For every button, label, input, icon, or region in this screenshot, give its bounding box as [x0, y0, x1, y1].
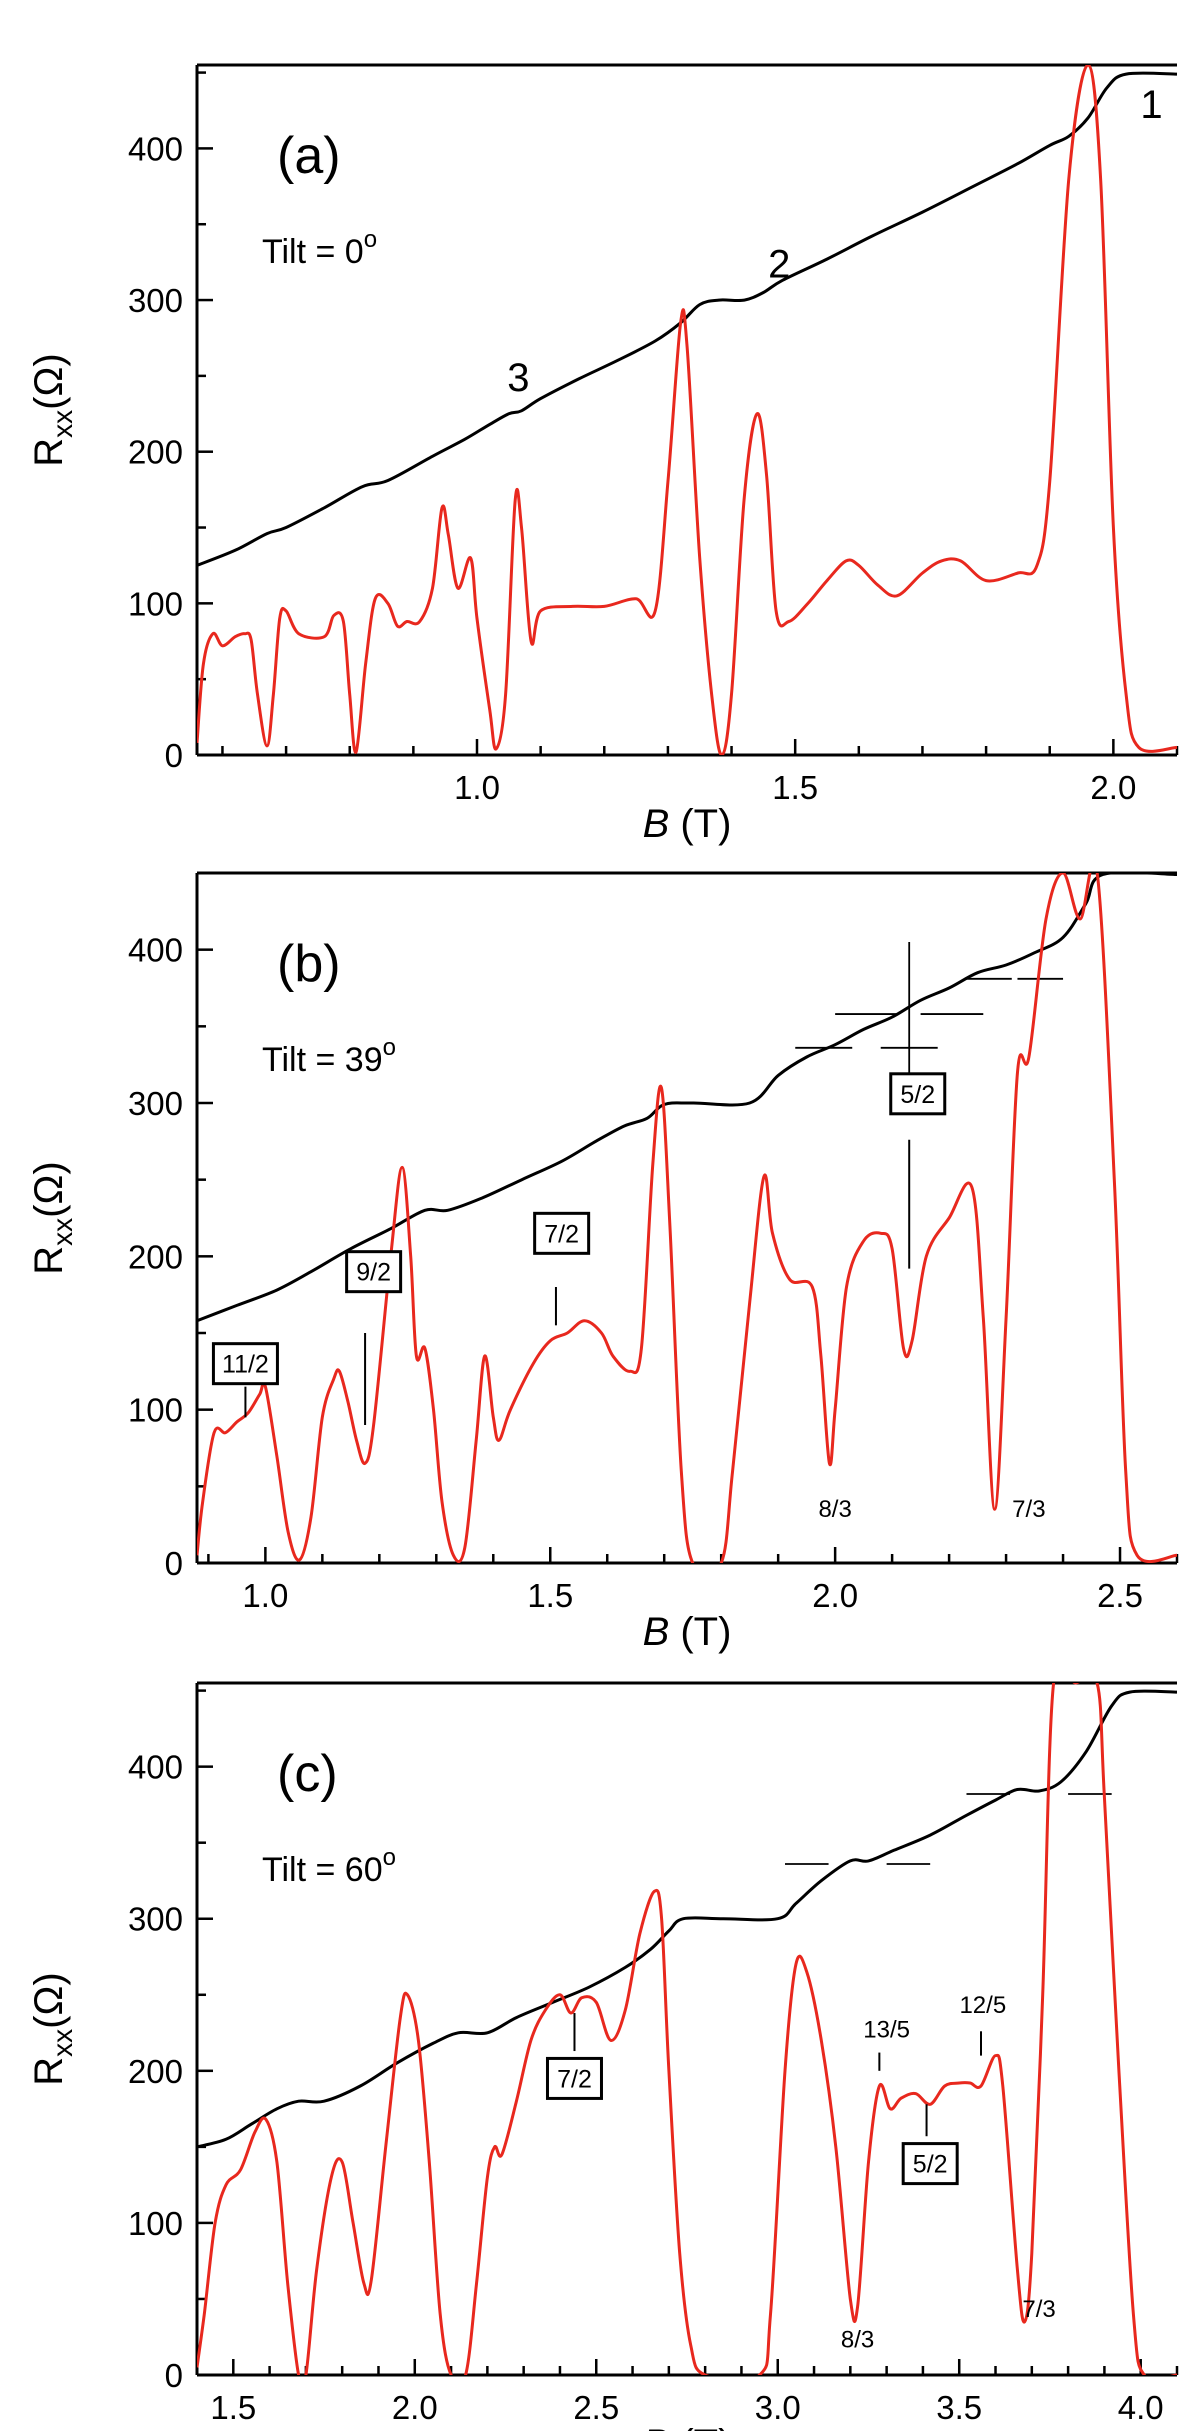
boxed-label: 5/2 [900, 1081, 935, 1109]
boxed-label-frame [545, 2056, 603, 2100]
tilt-label: Tilt = 39o [262, 1034, 396, 1079]
boxed-label-frame [345, 1250, 403, 1294]
y-tick-label: 400 [128, 130, 183, 167]
x-tick-label: 2.0 [812, 1577, 858, 1614]
boxed-label: 7/2 [544, 1220, 579, 1248]
panel-a: 0 100 200 300 400 1.0 1.5 2.0 B (T) Rxx(Ω) (a) Tilt… [27, 63, 1179, 846]
y-tick-label: 0 [165, 1545, 183, 1582]
x-tick-label: 2.0 [392, 2389, 438, 2426]
x-axis-var: B [643, 2422, 670, 2431]
series-group [197, 873, 1177, 1563]
y-tick-label: 100 [128, 1392, 183, 1429]
hall-resistance-line [197, 71, 1177, 567]
x-axis-title: B (T) [643, 2422, 732, 2431]
y-axis-sub: xx [47, 1218, 78, 1246]
y-axis-main: R [27, 2057, 71, 2086]
y-tick-label: 300 [128, 282, 183, 319]
tilt-degree: o [383, 1844, 396, 1871]
boxed-label: 5/2 [913, 2151, 948, 2179]
tilt-label: Tilt = 60o [262, 1844, 396, 1889]
y-axis-sub: xx [47, 410, 78, 438]
boxed-label-frame [211, 1342, 279, 1386]
annotation-label: 8/3 [818, 1496, 851, 1523]
x-tick-label: 1.0 [242, 1577, 288, 1614]
x-tick-label: 1.5 [772, 769, 818, 806]
tilt-label: Tilt = 0o [262, 226, 377, 271]
x-tick-label: 2.5 [1097, 1577, 1143, 1614]
boxed-label: 11/2 [222, 1351, 269, 1379]
annotation-label: 1 [1140, 83, 1162, 127]
x-tick-label: 1.0 [454, 769, 500, 806]
y-axis-unit: (Ω) [27, 353, 71, 410]
panel-b: 0 100 200 300 400 1.0 1.5 2.0 2.5 B (T) Rxx(Ω) (b) T… [27, 871, 1179, 1654]
tilt-value: Tilt = 39 [262, 1041, 383, 1079]
guide-lines [785, 1793, 1112, 2071]
y-tick-label: 0 [165, 737, 183, 774]
series-group [197, 65, 1177, 755]
boxed-label: 9/2 [356, 1259, 391, 1287]
x-tick-label: 1.5 [210, 2389, 256, 2426]
annotation-label: 12/5 [959, 1992, 1006, 2019]
y-tick-label: 300 [128, 1901, 183, 1938]
x-axis-unit: (T) [669, 1610, 731, 1654]
boxed-label-frame [533, 1211, 591, 1255]
x-tick-label: 3.5 [936, 2389, 982, 2426]
hall-resistance-line [197, 873, 1177, 1323]
series-group [197, 1683, 1177, 2375]
tilt-value: Tilt = 60 [262, 1851, 383, 1889]
x-tick-label: 1.5 [527, 1577, 573, 1614]
y-tick-label: 200 [128, 2053, 183, 2090]
y-tick-label: 400 [128, 932, 183, 969]
hall-resistance-line [197, 1689, 1177, 2149]
y-axis-unit: (Ω) [27, 1972, 71, 2029]
x-axis-var: B [643, 802, 670, 846]
boxed-label: 7/2 [557, 2065, 592, 2093]
y-axis-main: R [27, 1246, 71, 1275]
y-tick-label: 300 [128, 1085, 183, 1122]
y-tick-label: 100 [128, 2205, 183, 2242]
rxx-line [197, 1683, 1177, 2375]
panel-label: (b) [277, 935, 341, 993]
panel-label: (c) [277, 1745, 338, 1803]
x-axis-unit: (T) [669, 802, 731, 846]
x-axis-title: B (T) [643, 1610, 732, 1654]
panel-label: (a) [277, 127, 341, 185]
x-axis-var: B [643, 1610, 670, 1654]
rxx-line [197, 65, 1177, 755]
annotation-label: 8/3 [841, 2327, 874, 2354]
y-axis-title: Rxx(Ω) [27, 1972, 78, 2085]
x-axis-unit: (T) [669, 2422, 731, 2431]
y-axis-main: R [27, 438, 71, 467]
y-tick-label: 400 [128, 1749, 183, 1786]
y-axis-title: Rxx(Ω) [27, 353, 78, 466]
y-tick-label: 200 [128, 434, 183, 471]
tilt-degree: o [383, 1034, 396, 1061]
annotation-label: 3 [507, 356, 529, 400]
y-axis-sub: xx [47, 2029, 78, 2057]
x-tick-label: 2.5 [573, 2389, 619, 2426]
y-axis-unit: (Ω) [27, 1161, 71, 1218]
x-tick-label: 3.0 [755, 2389, 801, 2426]
x-axis-title: B (T) [643, 802, 732, 846]
annotation-label: 7/3 [1022, 2296, 1055, 2323]
x-tick-label: 2.0 [1090, 769, 1136, 806]
y-axis-title: Rxx(Ω) [27, 1161, 78, 1274]
tilt-degree: o [364, 226, 377, 253]
annotation-label: 2 [768, 242, 790, 286]
rxx-line [197, 873, 1177, 1563]
boxed-label-frame [901, 2142, 959, 2186]
annotation-label: 7/3 [1012, 1496, 1045, 1523]
x-tick-label: 4.0 [1118, 2389, 1164, 2426]
y-tick-label: 200 [128, 1238, 183, 1275]
boxed-label-frame [889, 1072, 947, 1116]
y-tick-label: 100 [128, 585, 183, 622]
tilt-value: Tilt = 0 [262, 233, 364, 271]
annotation-label: 13/5 [863, 2016, 910, 2043]
y-tick-label: 0 [165, 2357, 183, 2394]
